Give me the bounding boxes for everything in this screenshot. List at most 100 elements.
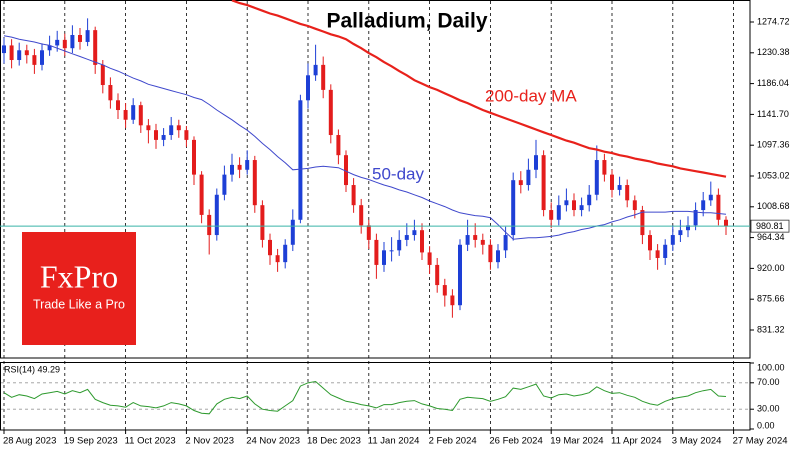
- candle-body: [78, 35, 82, 42]
- candle-body: [640, 210, 645, 236]
- y-tick-label: 920.00: [757, 263, 785, 273]
- candle-body: [404, 235, 409, 240]
- logo: FxPro Trade Like a Pro: [22, 232, 136, 345]
- y-tick-label: 875.66: [757, 294, 785, 304]
- rsi-panel: [0, 362, 751, 431]
- candle-body: [663, 244, 668, 258]
- candle-body: [62, 39, 67, 49]
- candle-body: [9, 45, 14, 61]
- candle-body: [313, 64, 318, 76]
- candle-body: [420, 230, 424, 253]
- candle-body: [678, 230, 683, 236]
- y-tick-label: 964.34: [757, 232, 785, 242]
- candle-body: [260, 205, 265, 240]
- candle-body: [625, 185, 630, 201]
- candle-body: [412, 230, 417, 236]
- candle-body: [549, 210, 554, 220]
- candle-body: [336, 135, 341, 156]
- x-tick-label: 18 Dec 2023: [307, 436, 361, 447]
- candle-body: [184, 130, 189, 140]
- candle-body: [556, 205, 561, 220]
- candle-body: [435, 264, 440, 286]
- ma-label: 50-day: [372, 164, 424, 183]
- candle-body: [306, 75, 310, 101]
- y-tick-label: 1097.36: [757, 140, 790, 150]
- candle-body: [648, 235, 652, 251]
- candle-body: [632, 200, 637, 211]
- candle-body: [473, 235, 478, 240]
- candle-body: [116, 100, 120, 111]
- x-tick-label: 2 Feb 2024: [429, 436, 477, 447]
- candle-body: [716, 194, 721, 220]
- last-price-label: 980.81: [756, 221, 784, 231]
- y-tick-label: 1053.02: [757, 170, 790, 180]
- y-tick-label: 1008.68: [757, 201, 790, 211]
- rsi-line: [3, 380, 727, 415]
- rsi-label: RSI(14) 49.29: [4, 364, 60, 374]
- candle-body: [617, 185, 622, 190]
- candle-body: [70, 35, 75, 49]
- candle-body: [488, 244, 493, 263]
- candle-body: [131, 105, 136, 120]
- candle-body: [32, 55, 37, 65]
- candle-body: [511, 180, 516, 236]
- y-tick-label: 1274.72: [757, 16, 790, 26]
- candle-body: [389, 250, 394, 252]
- candle-body: [192, 139, 196, 175]
- ma-line: [3, 35, 727, 240]
- candle-body: [207, 214, 212, 236]
- candle-body: [290, 219, 295, 245]
- candle-body: [701, 200, 706, 211]
- candle-body: [222, 174, 227, 195]
- y-tick-label: 0.00: [757, 420, 775, 430]
- x-tick-label: 11 Oct 2023: [125, 436, 176, 447]
- candle-body: [496, 250, 500, 263]
- candle-body: [450, 295, 455, 306]
- candle-body: [100, 64, 105, 86]
- y-tick-label: 1141.70: [757, 109, 789, 119]
- candle-body: [670, 235, 675, 245]
- x-tick-label: 27 May 2024: [733, 436, 788, 447]
- price-panel: [0, 0, 751, 359]
- candles: [2, 18, 728, 318]
- candle-body: [214, 194, 219, 236]
- ma-line: [231, 0, 727, 178]
- candle-body: [503, 235, 508, 251]
- x-tick-label: 28 Aug 2023: [3, 436, 56, 447]
- x-tick-label: 24 Nov 2023: [246, 436, 300, 447]
- x-grid: [3, 1, 734, 430]
- candle-body: [93, 30, 98, 65]
- candle-body: [47, 45, 52, 51]
- candle-body: [268, 239, 272, 256]
- x-tick-label: 3 May 2024: [672, 436, 722, 447]
- candle-body: [526, 169, 531, 186]
- candle-body: [154, 130, 158, 140]
- candle-body: [351, 185, 356, 206]
- candle-body: [2, 45, 6, 54]
- candle-body: [123, 110, 128, 120]
- x-tick-label: 19 Sep 2023: [64, 436, 118, 447]
- candle-body: [252, 160, 257, 206]
- ma-label: 200-day MA: [485, 86, 577, 105]
- candle-body: [17, 50, 22, 61]
- candle-body: [572, 200, 576, 211]
- candle-body: [534, 155, 538, 170]
- candle-body: [374, 239, 379, 265]
- y-tick-label: 1186.04: [757, 78, 789, 88]
- candle-body: [146, 125, 151, 131]
- candle-body: [283, 244, 288, 263]
- candle-body: [328, 89, 333, 136]
- candle-body: [237, 164, 242, 170]
- y-tick-label: 831.32: [757, 324, 785, 334]
- candle-body: [176, 125, 181, 131]
- candle-body: [442, 285, 447, 296]
- logo-tagline: Trade Like a Pro: [33, 297, 125, 311]
- x-tick-label: 11 Apr 2024: [611, 436, 662, 447]
- candle-body: [245, 160, 250, 170]
- candle-body: [199, 174, 204, 215]
- chart-title: Palladium, Daily: [326, 10, 487, 33]
- x-tick-label: 19 Mar 2024: [550, 436, 603, 447]
- candle-body: [610, 174, 614, 190]
- candle-body: [382, 250, 386, 265]
